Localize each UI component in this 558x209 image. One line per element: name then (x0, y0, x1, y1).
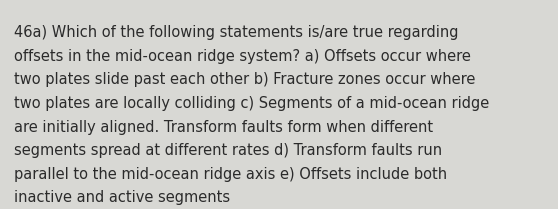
Text: are initially aligned. Transform faults form when different: are initially aligned. Transform faults … (14, 120, 433, 135)
Text: two plates are locally colliding c) Segments of a mid-ocean ridge: two plates are locally colliding c) Segm… (14, 96, 489, 111)
Text: two plates slide past each other b) Fracture zones occur where: two plates slide past each other b) Frac… (14, 72, 475, 87)
Text: offsets in the mid-ocean ridge system? a) Offsets occur where: offsets in the mid-ocean ridge system? a… (14, 49, 471, 64)
Text: 46a) Which of the following statements is/are true regarding: 46a) Which of the following statements i… (14, 25, 459, 40)
Text: segments spread at different rates d) Transform faults run: segments spread at different rates d) Tr… (14, 143, 442, 158)
Text: inactive and active segments: inactive and active segments (14, 190, 230, 205)
Text: parallel to the mid-ocean ridge axis e) Offsets include both: parallel to the mid-ocean ridge axis e) … (14, 167, 447, 182)
